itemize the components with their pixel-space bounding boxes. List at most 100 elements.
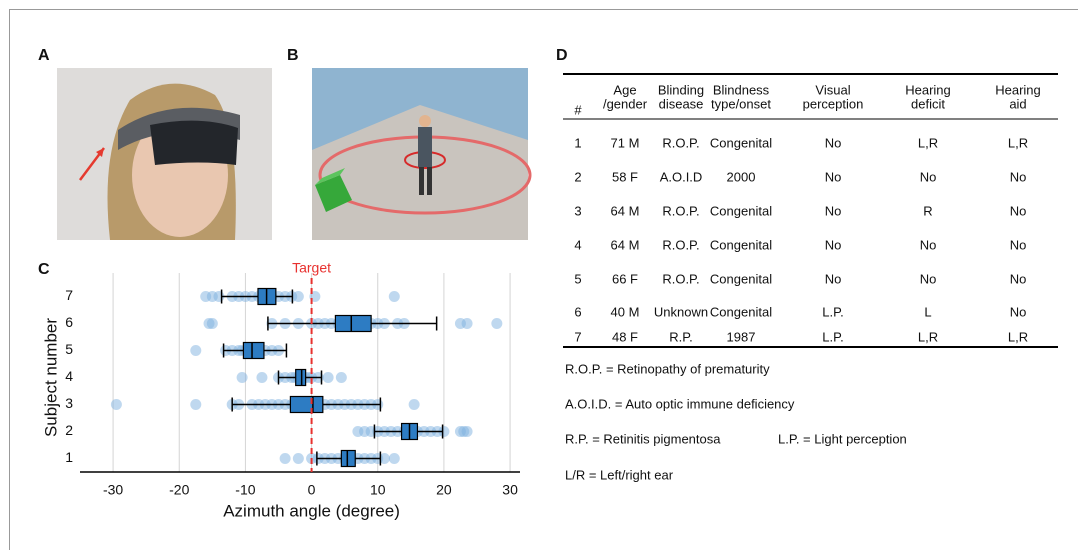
- y-tick-label: 1: [65, 449, 73, 465]
- table-cell: 66 F: [612, 271, 638, 286]
- target-label: Target: [292, 260, 331, 276]
- data-point: [462, 426, 473, 437]
- photo-headset: [57, 68, 272, 240]
- table-cell: 4: [574, 237, 581, 252]
- table-cell: 6: [574, 304, 581, 319]
- panel-label: C: [38, 261, 50, 278]
- table-cell: 1: [574, 135, 581, 150]
- data-point: [389, 453, 400, 464]
- table-cell: R.O.P.: [662, 271, 699, 286]
- table-cell: L,R: [1008, 329, 1028, 344]
- table-cell: L.P.: [822, 329, 843, 344]
- table-header: #: [574, 102, 582, 117]
- table-cell: 3: [574, 203, 581, 218]
- x-tick-label: 10: [370, 482, 386, 498]
- table-cell: No: [825, 237, 842, 252]
- box: [296, 370, 306, 386]
- x-tick-label: -20: [169, 482, 189, 498]
- box: [341, 451, 355, 467]
- table-cell: L,R: [918, 135, 938, 150]
- y-tick-label: 2: [65, 422, 73, 438]
- box: [243, 343, 264, 359]
- table-cell: No: [920, 237, 937, 252]
- table-cell: No: [1010, 304, 1027, 319]
- table-header: aid: [1009, 96, 1026, 111]
- data-point: [323, 372, 334, 383]
- data-point: [293, 291, 304, 302]
- table-cell: Congenital: [710, 304, 772, 319]
- data-point: [111, 399, 122, 410]
- data-point: [256, 372, 267, 383]
- y-tick-label: 5: [65, 341, 73, 357]
- y-tick-label: 3: [65, 395, 73, 411]
- table-header: Hearing: [905, 82, 951, 97]
- footnote: L/R = Left/right ear: [565, 467, 674, 482]
- data-point: [207, 318, 218, 329]
- virtual-scene: [312, 68, 530, 240]
- x-tick-label: -30: [103, 482, 123, 498]
- table-cell: Congenital: [710, 271, 772, 286]
- table-header: Age: [613, 82, 636, 97]
- x-tick-label: 20: [436, 482, 452, 498]
- panel-label: B: [287, 47, 299, 64]
- table-cell: 58 F: [612, 169, 638, 184]
- x-tick-label: 0: [308, 482, 316, 498]
- data-point: [336, 372, 347, 383]
- y-tick-label: 6: [65, 314, 73, 330]
- table-cell: R.O.P.: [662, 135, 699, 150]
- table-cell: Unknown: [654, 304, 708, 319]
- footnote: A.O.I.D. = Auto optic immune deficiency: [565, 396, 795, 411]
- table-cell: No: [825, 169, 842, 184]
- table-cell: L,R: [918, 329, 938, 344]
- table-header: Visual: [815, 82, 850, 97]
- x-tick-label: 30: [502, 482, 518, 498]
- x-tick-label: -10: [235, 482, 255, 498]
- table-cell: No: [1010, 169, 1027, 184]
- table-cell: 40 M: [611, 304, 640, 319]
- table-cell: 64 M: [611, 237, 640, 252]
- box: [290, 397, 322, 413]
- table-cell: 64 M: [611, 203, 640, 218]
- data-point: [293, 453, 304, 464]
- table-cell: R.O.P.: [662, 237, 699, 252]
- table-cell: 2000: [727, 169, 756, 184]
- table-cell: No: [1010, 237, 1027, 252]
- data-point: [190, 345, 201, 356]
- table-cell: No: [1010, 203, 1027, 218]
- table-cell: No: [920, 169, 937, 184]
- table-cell: L,R: [1008, 135, 1028, 150]
- table-cell: Congenital: [710, 135, 772, 150]
- data-point: [280, 453, 291, 464]
- table-cell: No: [825, 271, 842, 286]
- table-header: disease: [659, 96, 704, 111]
- table-cell: No: [825, 203, 842, 218]
- table-header: /gender: [603, 96, 648, 111]
- table-header: perception: [803, 96, 864, 111]
- table-cell: Congenital: [710, 203, 772, 218]
- table-cell: No: [1010, 271, 1027, 286]
- data-point: [237, 372, 248, 383]
- table-cell: Congenital: [710, 237, 772, 252]
- table-cell: L.P.: [822, 304, 843, 319]
- data-point: [462, 318, 473, 329]
- table-header: Blindness: [713, 82, 770, 97]
- data-point: [491, 318, 502, 329]
- figure: A B C D -30-20-100102030Azimuth angle (d…: [0, 0, 1078, 550]
- table-cell: 2: [574, 169, 581, 184]
- footnote: R.O.P. = Retinopathy of prematurity: [565, 361, 770, 376]
- y-axis-label: Subject number: [41, 318, 60, 437]
- table-cell: R: [923, 203, 932, 218]
- table-cell: L: [924, 304, 931, 319]
- y-tick-label: 4: [65, 368, 73, 384]
- table-cell: 71 M: [611, 135, 640, 150]
- table-cell: R.P.: [669, 329, 693, 344]
- table-cell: No: [825, 135, 842, 150]
- table-cell: R.O.P.: [662, 203, 699, 218]
- box: [335, 316, 371, 332]
- table-cell: 5: [574, 271, 581, 286]
- footnote: L.P. = Light perception: [778, 431, 907, 446]
- table-cell: 48 F: [612, 329, 638, 344]
- table-cell: 7: [574, 329, 581, 344]
- table-header: Blinding: [658, 82, 704, 97]
- table-header: Hearing: [995, 82, 1041, 97]
